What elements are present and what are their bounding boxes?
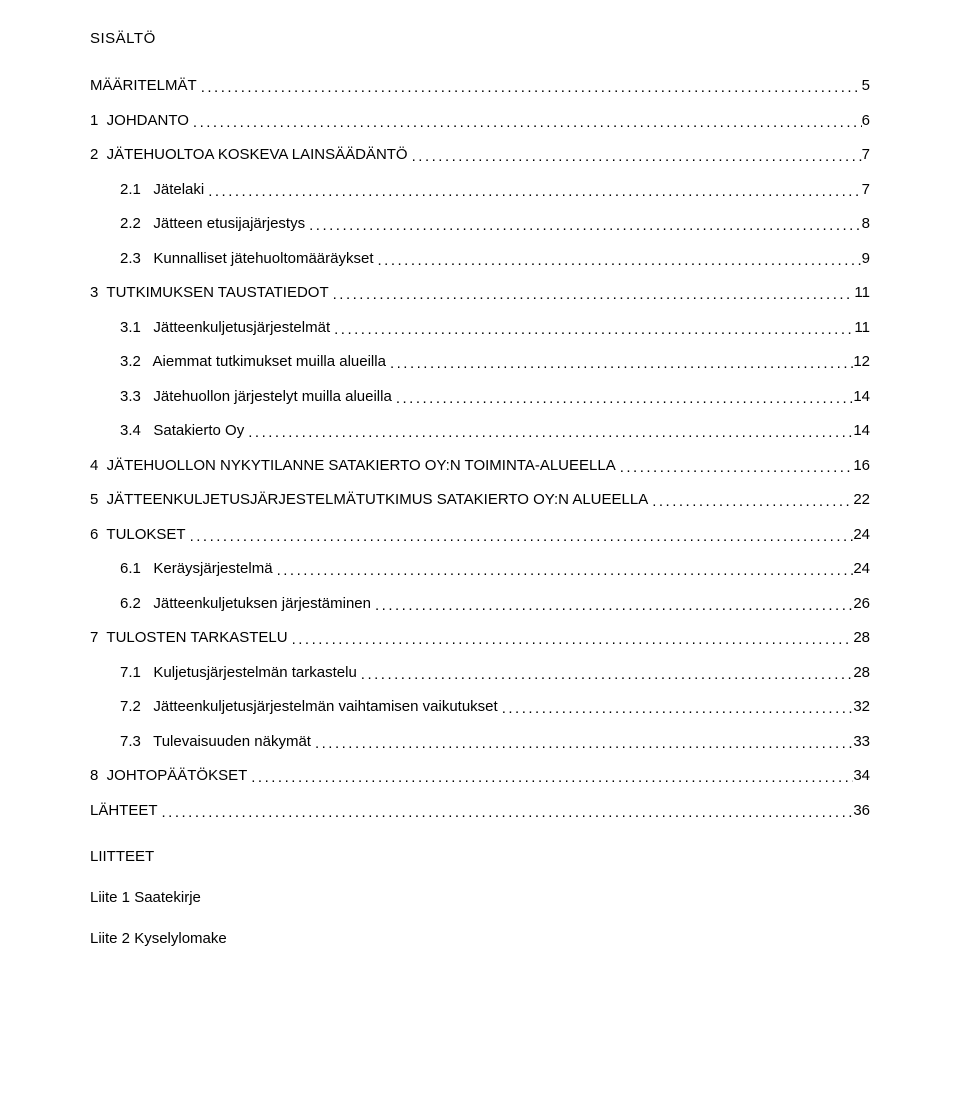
toc-entry: 7.1 Kuljetusjärjestelmän tarkastelu.....… — [90, 662, 870, 685]
toc-leader-dots: ........................................… — [311, 733, 853, 756]
toc-leader-dots: ........................................… — [204, 181, 861, 204]
toc-entry: 5 JÄTTEENKULJETUSJÄRJESTELMÄTUTKIMUS SAT… — [90, 489, 870, 512]
toc-entry-label: 2 JÄTEHUOLTOA KOSKEVA LAINSÄÄDÄNTÖ — [90, 144, 408, 167]
toc-entry: 3 TUTKIMUKSEN TAUSTATIEDOT..............… — [90, 282, 870, 305]
toc-entry: 2.1 Jätelaki............................… — [90, 179, 870, 202]
toc-entry-page: 9 — [862, 248, 870, 271]
toc-leader-dots: ........................................… — [158, 802, 854, 825]
toc-entry: 3.2 Aiemmat tutkimukset muilla alueilla.… — [90, 351, 870, 374]
toc-leader-dots: ........................................… — [616, 457, 854, 480]
toc-entry-page: 14 — [853, 386, 870, 409]
toc-entry-label: 6.2 Jätteenkuljetuksen järjestäminen — [120, 593, 371, 616]
toc-entry: 7.2 Jätteenkuljetusjärjestelmän vaihtami… — [90, 696, 870, 719]
toc-entry-page: 8 — [862, 213, 870, 236]
toc-entry-page: 34 — [853, 765, 870, 788]
toc-leader-dots: ........................................… — [288, 629, 854, 652]
toc-entry-label: 5 JÄTTEENKULJETUSJÄRJESTELMÄTUTKIMUS SAT… — [90, 489, 648, 512]
toc-entry-label: 2.2 Jätteen etusijajärjestys — [120, 213, 305, 236]
toc-leader-dots: ........................................… — [371, 595, 853, 618]
toc-entry-label: 7.3 Tulevaisuuden näkymät — [120, 731, 311, 754]
toc-leader-dots: ........................................… — [273, 560, 854, 583]
toc-entry-page: 28 — [853, 627, 870, 650]
toc-entry-label: 7 TULOSTEN TARKASTELU — [90, 627, 288, 650]
toc-entry-label: 2.1 Jätelaki — [120, 179, 204, 202]
toc-leader-dots: ........................................… — [357, 664, 854, 687]
toc-entry: 7 TULOSTEN TARKASTELU...................… — [90, 627, 870, 650]
toc-entry-page: 16 — [853, 455, 870, 478]
toc-leader-dots: ........................................… — [197, 77, 862, 100]
toc-entry-label: 7.1 Kuljetusjärjestelmän tarkastelu — [120, 662, 357, 685]
toc-entry: 1 JOHDANTO..............................… — [90, 110, 870, 133]
toc-entry-page: 32 — [853, 696, 870, 719]
toc-entry-page: 7 — [862, 179, 870, 202]
toc-entry-page: 5 — [862, 75, 870, 98]
toc-entry-label: 1 JOHDANTO — [90, 110, 189, 133]
toc-entry-label: 2.3 Kunnalliset jätehuoltomääräykset — [120, 248, 373, 271]
toc-entry-page: 28 — [853, 662, 870, 685]
toc-entry-label: 3 TUTKIMUKSEN TAUSTATIEDOT — [90, 282, 329, 305]
toc-entry-page: 24 — [853, 524, 870, 547]
toc-entry-page: 33 — [853, 731, 870, 754]
toc-leader-dots: ........................................… — [373, 250, 861, 273]
appendix-heading: LIITTEET — [90, 848, 870, 865]
toc-entry-page: 11 — [854, 282, 870, 305]
toc-leader-dots: ........................................… — [189, 112, 862, 135]
toc-entry: 7.3 Tulevaisuuden näkymät...............… — [90, 731, 870, 754]
toc-entry-label: LÄHTEET — [90, 800, 158, 823]
toc-leader-dots: ........................................… — [330, 319, 854, 342]
toc-entry-label: 4 JÄTEHUOLLON NYKYTILANNE SATAKIERTO OY:… — [90, 455, 616, 478]
toc-entry: 6 TULOKSET..............................… — [90, 524, 870, 547]
toc-leader-dots: ........................................… — [392, 388, 853, 411]
toc-entry: 6.1 Keräysjärjestelmä...................… — [90, 558, 870, 581]
toc-entry: 3.4 Satakierto Oy.......................… — [90, 420, 870, 443]
toc-entry-label: 7.2 Jätteenkuljetusjärjestelmän vaihtami… — [120, 696, 498, 719]
toc-entry: 3.3 Jätehuollon järjestelyt muilla aluei… — [90, 386, 870, 409]
toc-list: MÄÄRITELMÄT.............................… — [90, 75, 870, 822]
appendix-item: Liite 2 Kyselylomake — [90, 930, 870, 947]
toc-entry-page: 26 — [853, 593, 870, 616]
toc-entry: 2 JÄTEHUOLTOA KOSKEVA LAINSÄÄDÄNTÖ......… — [90, 144, 870, 167]
toc-entry-page: 22 — [853, 489, 870, 512]
toc-leader-dots: ........................................… — [386, 353, 853, 376]
toc-entry-page: 7 — [862, 144, 870, 167]
toc-entry-page: 11 — [854, 317, 870, 340]
toc-entry-page: 12 — [853, 351, 870, 374]
toc-entry: 6.2 Jätteenkuljetuksen järjestäminen....… — [90, 593, 870, 616]
toc-entry-page: 6 — [862, 110, 870, 133]
toc-entry-label: 3.4 Satakierto Oy — [120, 420, 244, 443]
toc-entry-label: 6.1 Keräysjärjestelmä — [120, 558, 273, 581]
toc-entry-label: 3.2 Aiemmat tutkimukset muilla alueilla — [120, 351, 386, 374]
toc-entry-page: 14 — [853, 420, 870, 443]
toc-leader-dots: ........................................… — [408, 146, 862, 169]
toc-leader-dots: ........................................… — [247, 767, 853, 790]
toc-entry: MÄÄRITELMÄT.............................… — [90, 75, 870, 98]
toc-leader-dots: ........................................… — [186, 526, 854, 549]
toc-leader-dots: ........................................… — [648, 491, 853, 514]
toc-entry-label: 3.1 Jätteenkuljetusjärjestelmät — [120, 317, 330, 340]
document-page: SISÄLTÖ MÄÄRITELMÄT.....................… — [0, 0, 960, 1116]
toc-leader-dots: ........................................… — [305, 215, 862, 238]
appendix-list: Liite 1 Saatekirje Liite 2 Kyselylomake — [90, 889, 870, 947]
toc-leader-dots: ........................................… — [244, 422, 853, 445]
toc-entry-label: 8 JOHTOPÄÄTÖKSET — [90, 765, 247, 788]
toc-leader-dots: ........................................… — [329, 284, 855, 307]
toc-entry: 2.2 Jätteen etusijajärjestys............… — [90, 213, 870, 236]
appendix-item: Liite 1 Saatekirje — [90, 889, 870, 906]
toc-leader-dots: ........................................… — [498, 698, 854, 721]
toc-entry: 4 JÄTEHUOLLON NYKYTILANNE SATAKIERTO OY:… — [90, 455, 870, 478]
toc-entry-page: 36 — [853, 800, 870, 823]
toc-entry-page: 24 — [853, 558, 870, 581]
toc-entry-label: 3.3 Jätehuollon järjestelyt muilla aluei… — [120, 386, 392, 409]
toc-entry: 2.3 Kunnalliset jätehuoltomääräykset....… — [90, 248, 870, 271]
toc-entry: 3.1 Jätteenkuljetusjärjestelmät.........… — [90, 317, 870, 340]
toc-entry: LÄHTEET.................................… — [90, 800, 870, 823]
toc-entry-label: 6 TULOKSET — [90, 524, 186, 547]
toc-entry: 8 JOHTOPÄÄTÖKSET........................… — [90, 765, 870, 788]
page-title: SISÄLTÖ — [90, 30, 870, 47]
toc-entry-label: MÄÄRITELMÄT — [90, 75, 197, 98]
